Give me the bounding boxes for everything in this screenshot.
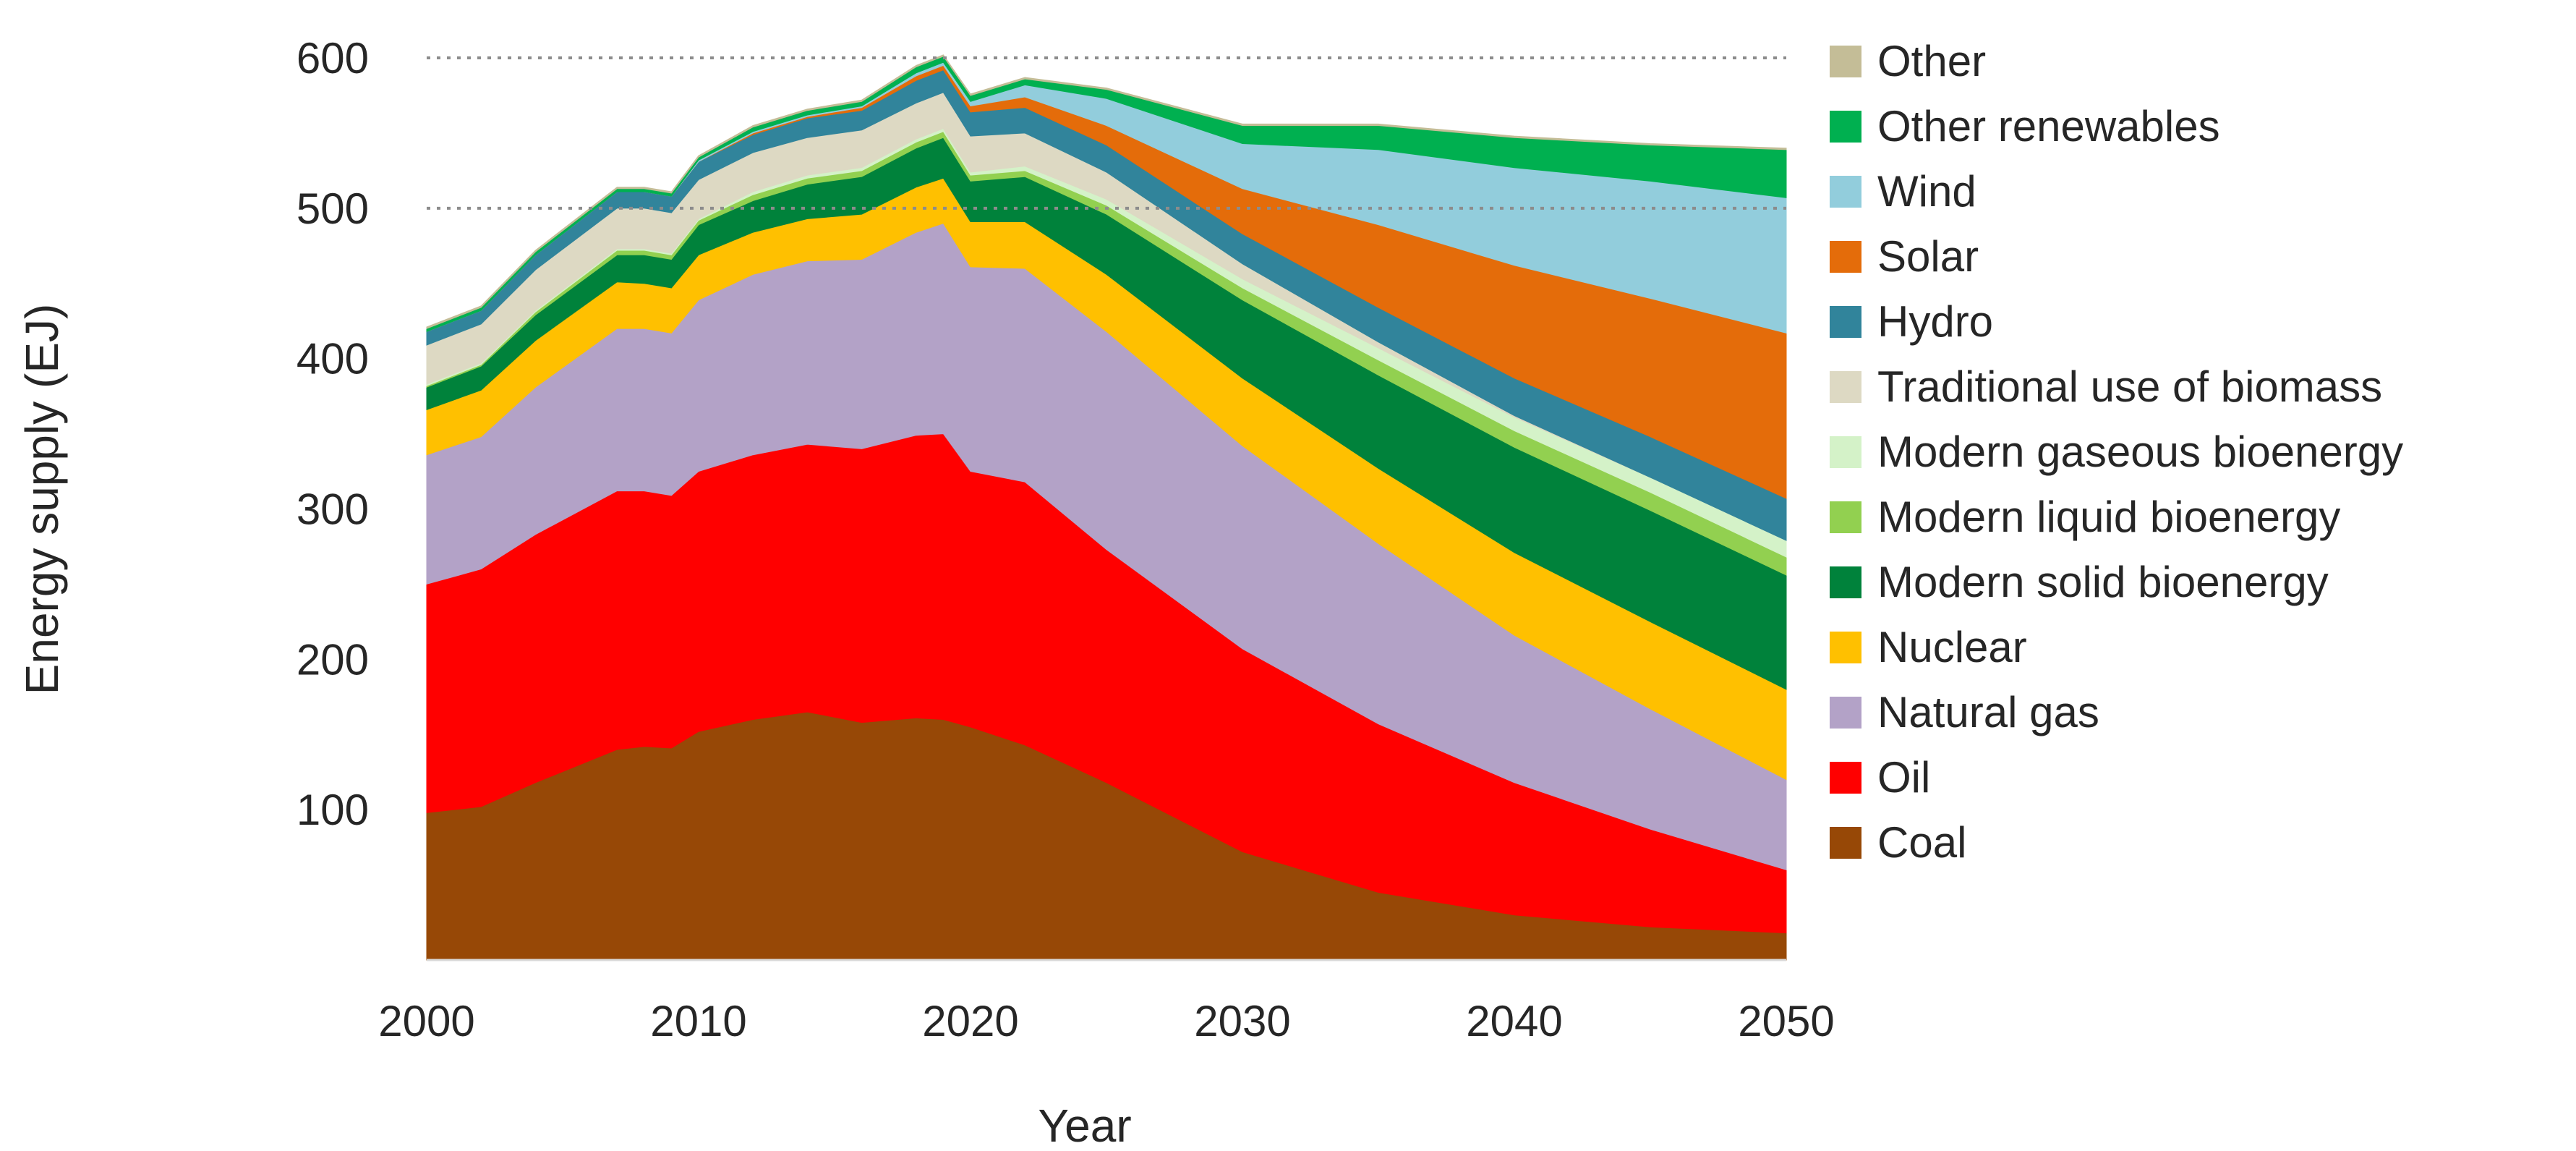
legend-item-traditional-use-of-biomass: Traditional use of biomass: [1830, 354, 2567, 420]
x-tick-label: 2020: [922, 997, 1018, 1045]
legend-label: Coal: [1877, 818, 1967, 867]
legend-label: Hydro: [1877, 297, 1994, 346]
legend-item-wind: Wind: [1830, 159, 2567, 224]
legend-swatch: [1830, 566, 1861, 598]
legend-item-natural-gas: Natural gas: [1830, 680, 2567, 745]
legend-label: Natural gas: [1877, 688, 2099, 736]
legend-label: Modern solid bioenergy: [1877, 558, 2329, 606]
area-series-other: [426, 54, 1787, 329]
legend-label: Nuclear: [1877, 623, 2027, 671]
legend-item-coal: Coal: [1830, 810, 2567, 875]
y-tick-label: 200: [297, 635, 369, 684]
legend-item-nuclear: Nuclear: [1830, 615, 2567, 680]
legend-label: Oil: [1877, 753, 1931, 802]
legend-swatch: [1830, 697, 1861, 729]
legend-item-other-renewables: Other renewables: [1830, 94, 2567, 159]
legend-swatch: [1830, 46, 1861, 77]
legend-swatch: [1830, 241, 1861, 273]
stacked-areas: [426, 54, 1787, 961]
legend-item-solar: Solar: [1830, 224, 2567, 289]
legend-label: Modern liquid bioenergy: [1877, 493, 2341, 541]
legend-label: Wind: [1877, 167, 1976, 216]
legend-swatch: [1830, 827, 1861, 859]
x-tick-label: 2030: [1194, 997, 1290, 1045]
x-tick-label: 2040: [1466, 997, 1562, 1045]
legend-swatch: [1830, 762, 1861, 794]
legend-swatch: [1830, 632, 1861, 663]
x-tick-label: 2010: [650, 997, 746, 1045]
legend-label: Other: [1877, 37, 1987, 85]
legend-label: Traditional use of biomass: [1877, 362, 2383, 411]
y-tick-label: 600: [297, 34, 369, 82]
chart-legend: Other Other renewables Wind Solar Hydro Tradi…: [1830, 29, 2567, 875]
x-axis-title: Year: [1038, 1100, 1131, 1151]
y-tick-label: 500: [297, 184, 369, 233]
legend-label: Other renewables: [1877, 102, 2220, 150]
y-axis-title: Energy supply (EJ): [16, 304, 68, 695]
gridlines: [427, 56, 1786, 210]
legend-item-other: Other: [1830, 29, 2567, 94]
y-tick-label: 100: [297, 786, 369, 834]
legend-item-hydro: Hydro: [1830, 289, 2567, 354]
y-axis-ticks: 100 200 300 400 500 600: [297, 34, 369, 834]
legend-swatch: [1830, 176, 1861, 208]
x-tick-label: 2000: [378, 997, 474, 1045]
legend-swatch: [1830, 111, 1861, 143]
legend-swatch: [1830, 501, 1861, 533]
legend-swatch: [1830, 371, 1861, 403]
legend-swatch: [1830, 436, 1861, 468]
legend-item-oil: Oil: [1830, 745, 2567, 810]
legend-item-modern-liquid-bioenergy: Modern liquid bioenergy: [1830, 485, 2567, 550]
legend-item-modern-gaseous-bioenergy: Modern gaseous bioenergy: [1830, 420, 2567, 485]
y-tick-label: 400: [297, 335, 369, 383]
x-tick-label: 2050: [1738, 997, 1834, 1045]
legend-label: Solar: [1877, 232, 1979, 281]
legend-label: Modern gaseous bioenergy: [1877, 428, 2404, 476]
x-axis-ticks: 2000 2010 2020 2030 2040 2050: [378, 997, 1834, 1045]
y-tick-label: 300: [297, 485, 369, 534]
legend-item-modern-solid-bioenergy: Modern solid bioenergy: [1830, 550, 2567, 615]
legend-swatch: [1830, 306, 1861, 338]
